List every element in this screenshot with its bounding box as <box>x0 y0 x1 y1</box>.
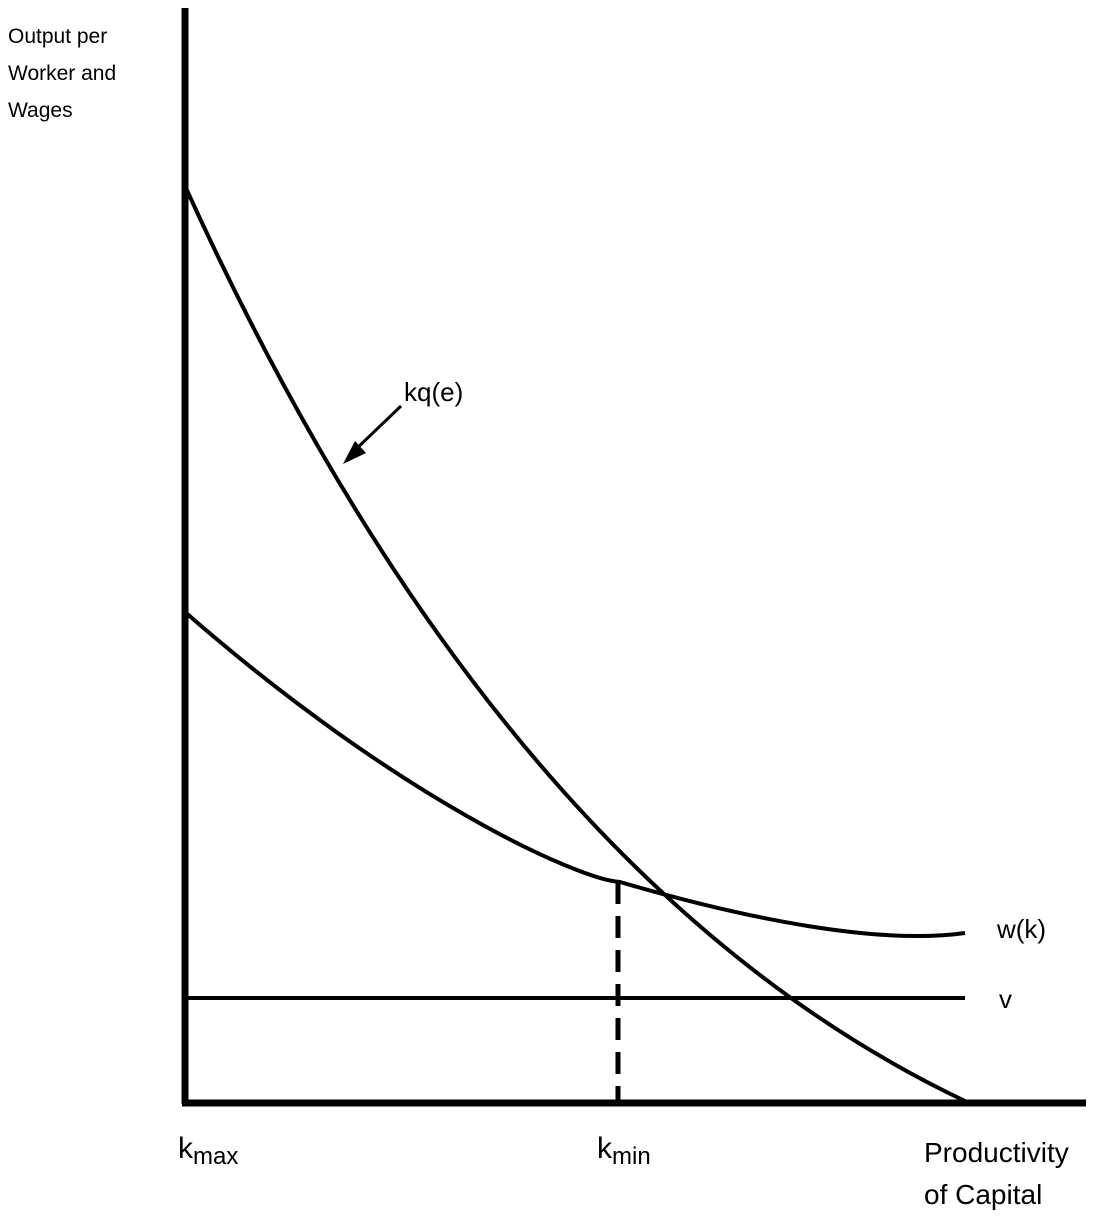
w-curve-label: w(k) <box>997 914 1047 944</box>
kmin-tick-label: kmin <box>597 1132 651 1169</box>
w-curve <box>183 610 966 939</box>
x-axis-label: Productivity of Capital <box>924 1132 1069 1216</box>
kmin-base: k <box>597 1132 612 1165</box>
y-axis-label-line-2: Worker and <box>8 62 117 85</box>
x-axis-label-line-2: of Capital <box>924 1179 1043 1210</box>
kq-curve-label: kq(e) <box>404 377 464 407</box>
kmax-base: k <box>178 1132 193 1165</box>
y-axis-label: Output per Worker and Wages <box>8 18 116 129</box>
kq-curve <box>183 185 966 1103</box>
kmax-subscript: max <box>193 1143 239 1170</box>
y-axis-label-line-3: Wages <box>8 99 73 122</box>
kq-arrow-head <box>343 441 366 464</box>
kmin-subscript: min <box>612 1143 651 1170</box>
kq-arrow-shaft <box>350 404 403 455</box>
v-line-label: v <box>999 984 1012 1014</box>
y-axis-label-line-1: Output per <box>8 25 108 48</box>
kmax-tick-label: kmax <box>178 1132 238 1169</box>
x-axis-label-line-1: Productivity <box>924 1137 1069 1168</box>
